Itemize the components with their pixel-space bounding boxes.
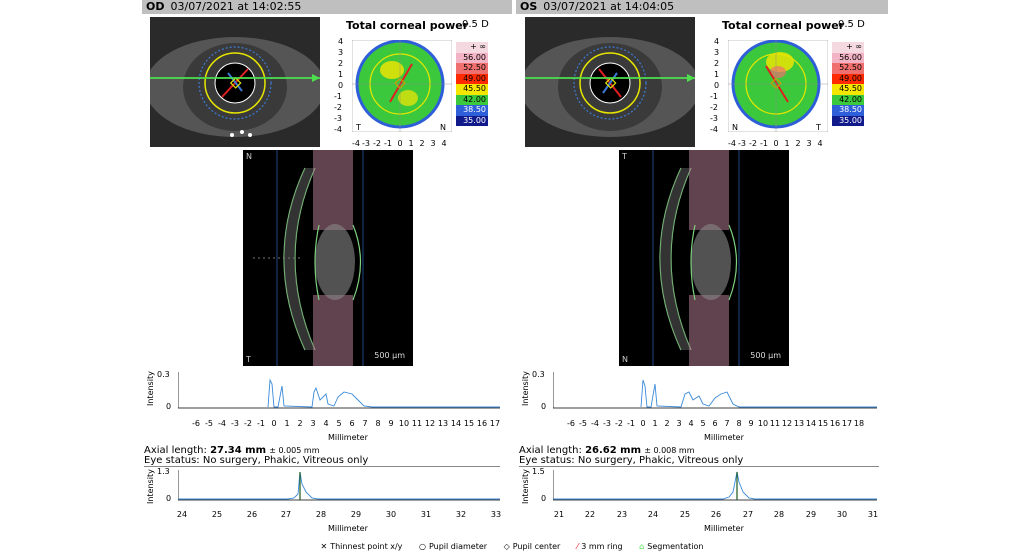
scale-step: 49.00 — [456, 73, 488, 84]
os-plot1-xlabel: Millimeter — [704, 433, 744, 442]
scale-step: 35.00 — [456, 115, 488, 126]
legend-pupil-diameter: ○ Pupil diameter — [418, 542, 488, 551]
os-separator — [519, 466, 879, 467]
svg-text:N: N — [732, 123, 738, 132]
os-date: 03/07/2021 at 14:04:05 — [543, 0, 675, 13]
os-eye-label: OS — [520, 0, 538, 13]
scale-step: 56.00 — [456, 52, 488, 63]
os-plot2-xlabel: Millimeter — [704, 524, 744, 533]
scale-step: 52.50 — [456, 63, 488, 74]
od-eye-label: OD — [146, 0, 165, 13]
od-corneal-map: T N — [352, 40, 452, 132]
od-plot2-ytick-bottom: 0 — [166, 494, 172, 503]
od-plot2 — [178, 470, 500, 501]
os-eye-image — [525, 17, 695, 147]
scale-step: 49.00 — [832, 73, 864, 84]
od-eye-image — [150, 17, 320, 147]
scale-step: 56.00 — [832, 52, 864, 63]
segmentation-icon: ⌂ — [639, 542, 645, 551]
os-plot2-ytick-top: 1.5 — [532, 467, 545, 476]
od-sch-bottom-letter: T — [246, 355, 251, 364]
x-mark-icon: ✕ — [320, 542, 328, 551]
od-map-xticks: -4 -3 -2 -1 0 1 2 3 4 — [352, 139, 447, 148]
ring-mark-icon: ⁄ — [576, 542, 579, 551]
os-map-title: Total corneal power — [722, 19, 845, 32]
od-color-scale: + ∞ 56.00 52.50 49.00 45.50 42.00 38.50 … — [456, 42, 488, 126]
os-axial-length: Axial length: 26.62 mm ± 0.008 mm — [519, 445, 695, 456]
os-plot2-ylabel: Intensity — [521, 469, 530, 504]
os-eye-overlay — [525, 37, 695, 137]
scale-step: 42.00 — [456, 94, 488, 105]
od-header: OD 03/07/2021 at 14:02:55 — [142, 0, 512, 14]
od-plot2-ylabel: Intensity — [146, 469, 155, 504]
od-sch-top-letter: N — [246, 152, 252, 161]
os-plot1-xticks: -6 -5 -4 -3 -2 -1 0 1 2 3 4 5 6 7 8 9 10… — [567, 419, 865, 428]
scale-step: 45.50 — [456, 84, 488, 95]
diamond-icon: ◇ — [503, 542, 510, 551]
os-scheimpflug-image: T N 500 µm — [619, 150, 789, 366]
circle-icon: ○ — [418, 542, 426, 551]
od-plot1-ylabel: Intensity — [146, 371, 155, 406]
od-eye-overlay — [150, 37, 320, 137]
od-separator — [144, 466, 500, 467]
od-plot1 — [178, 372, 500, 409]
os-plot1-ytick-top: 0.3 — [532, 370, 545, 379]
scale-step: + ∞ — [456, 42, 488, 53]
os-corneal-map: N T — [728, 40, 828, 132]
os-sch-scale: 500 µm — [750, 351, 781, 360]
svg-text:T: T — [815, 123, 821, 132]
legend-thinnest: ✕ Thinnest point x/y — [320, 542, 403, 551]
od-date: 03/07/2021 at 14:02:55 — [170, 0, 302, 13]
od-map-step: 0.5 D — [462, 19, 489, 30]
od-map-title: Total corneal power — [346, 19, 469, 32]
od-plot1-ytick-top: 0.3 — [157, 370, 170, 379]
od-scheimpflug-image: N T 500 µm — [243, 150, 413, 366]
legend-segmentation: ⌂ Segmentation — [639, 542, 704, 551]
od-plot2-ytick-top: 1.3 — [157, 467, 170, 476]
os-sch-top-letter: T — [622, 152, 627, 161]
od-plot1-ytick-bottom: 0 — [166, 402, 172, 411]
od-plot2-xticks: 24 25 26 27 28 29 30 31 32 33 — [176, 510, 502, 519]
scale-step: 38.50 — [456, 105, 488, 116]
scale-step: 38.50 — [832, 105, 864, 116]
os-plot1-ytick-bottom: 0 — [541, 402, 547, 411]
od-plot1-xlabel: Millimeter — [328, 433, 368, 442]
od-sch-scale: 500 µm — [374, 351, 405, 360]
os-sch-bottom-letter: N — [622, 355, 628, 364]
svg-text:N: N — [440, 123, 446, 132]
svg-text:T: T — [355, 123, 361, 132]
scale-step: 35.00 — [832, 115, 864, 126]
od-eye-status: Eye status: No surgery, Phakic, Vitreous… — [144, 455, 369, 466]
legend-pupil-center: ◇ Pupil center — [503, 542, 561, 551]
scale-step: 52.50 — [832, 63, 864, 74]
os-eye-status: Eye status: No surgery, Phakic, Vitreous… — [519, 455, 744, 466]
scale-step: 45.50 — [832, 84, 864, 95]
od-axial-length: Axial length: 27.34 mm ± 0.005 mm — [144, 445, 320, 456]
os-map-xticks: -4 -3 -2 -1 0 1 2 3 4 — [728, 139, 823, 148]
os-plot2-ytick-bottom: 0 — [541, 494, 547, 503]
os-header: OS 03/07/2021 at 14:04:05 — [516, 0, 888, 14]
os-plot2-xticks: 21 22 23 24 25 26 27 28 29 30 31 — [553, 510, 879, 519]
od-plot1-xticks: -6 -5 -4 -3 -2 -1 0 1 2 3 4 5 6 7 8 9 10… — [192, 419, 501, 428]
od-plot2-xlabel: Millimeter — [328, 524, 368, 533]
os-plot2 — [553, 470, 877, 501]
os-plot1-ylabel: Intensity — [521, 371, 530, 406]
os-plot1 — [553, 372, 877, 409]
os-color-scale: + ∞ 56.00 52.50 49.00 45.50 42.00 38.50 … — [832, 42, 864, 126]
scale-step: 42.00 — [832, 94, 864, 105]
legend: ✕ Thinnest point x/y ○ Pupil diameter ◇ Pup… — [0, 542, 1024, 551]
scale-step: + ∞ — [832, 42, 864, 53]
os-map-step: 0.5 D — [838, 19, 865, 30]
legend-ring: ⁄ 3 mm ring — [576, 542, 623, 551]
